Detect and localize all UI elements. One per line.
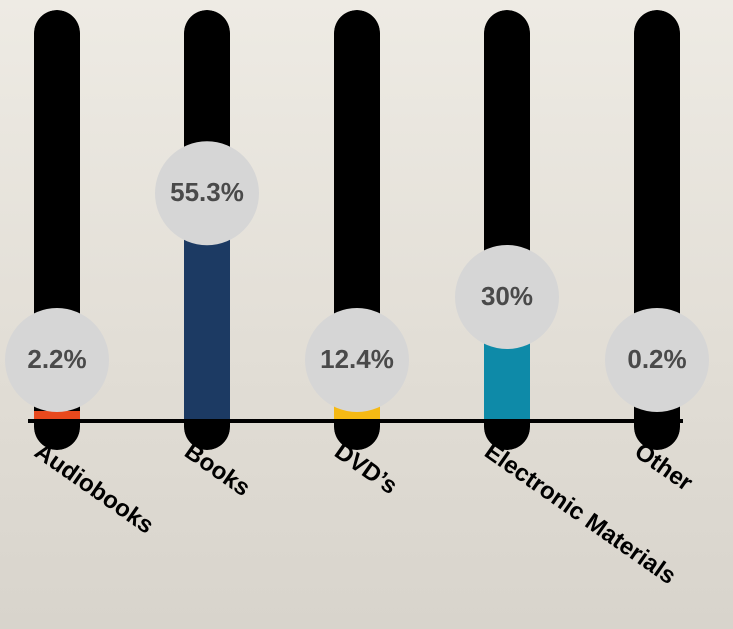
value-label: 12.4%: [320, 344, 394, 374]
value-bubble: [605, 308, 709, 412]
value-label: 30%: [481, 281, 533, 311]
value-bubble: [455, 245, 559, 349]
value-bubble: [155, 141, 259, 246]
value-label: 2.2%: [27, 344, 86, 374]
bar: [34, 410, 80, 420]
value-bubble: [5, 308, 109, 412]
value-label: 55.3%: [170, 177, 244, 207]
plot: 2.2% 55.3% 12.4% 30% 0.2%: [5, 10, 709, 450]
value-label: 0.2%: [627, 344, 686, 374]
value-bubble: [305, 308, 409, 412]
